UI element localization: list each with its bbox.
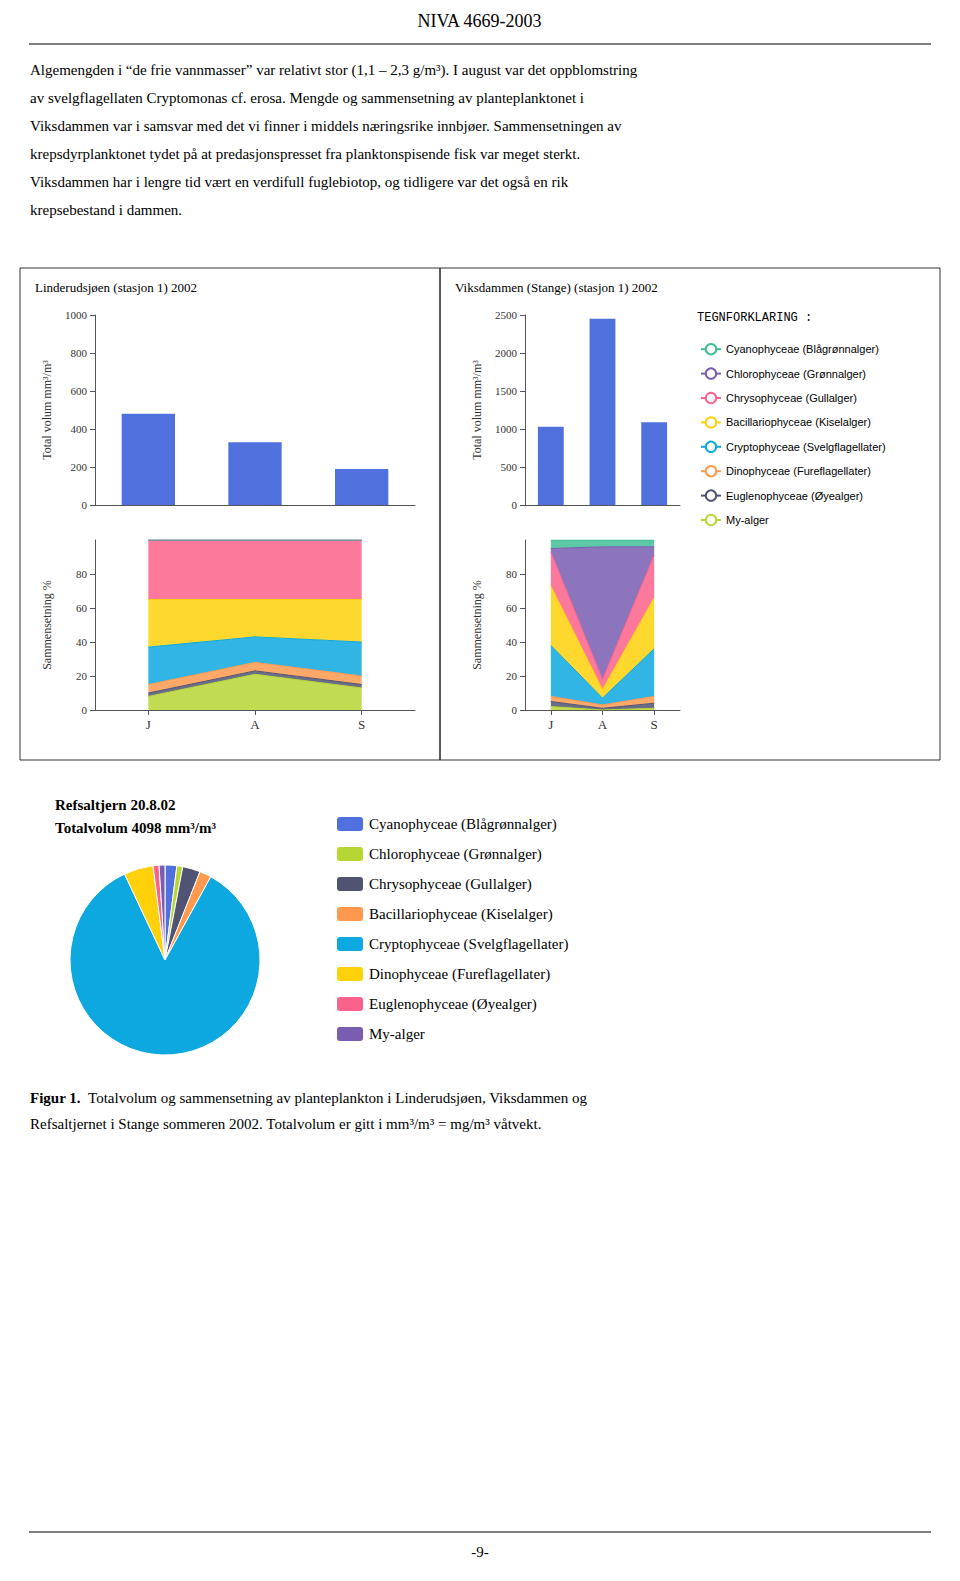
svg-text:Linderudsjøen (stasjon 1) 2002: Linderudsjøen (stasjon 1) 2002: [35, 280, 197, 295]
svg-text:Bacillariophyceae (Kiselalger): Bacillariophyceae (Kiselalger): [726, 416, 871, 428]
svg-text:S: S: [358, 717, 365, 732]
svg-text:Cryptophyceae (Svelgflagellate: Cryptophyceae (Svelgflagellater): [369, 936, 569, 953]
svg-text:2500: 2500: [495, 309, 518, 321]
svg-text:A: A: [250, 717, 260, 732]
svg-text:Dinophyceae (Fureflagellater): Dinophyceae (Fureflagellater): [726, 465, 871, 477]
svg-text:600: 600: [71, 385, 88, 397]
svg-text:Cyanophyceae (Blågrønnalger): Cyanophyceae (Blågrønnalger): [369, 816, 557, 833]
svg-text:krepsebestand i dammen.: krepsebestand i dammen.: [30, 202, 182, 218]
svg-text:0: 0: [82, 704, 88, 716]
svg-text:TEGNFORKLARING :: TEGNFORKLARING :: [697, 311, 812, 325]
svg-text:Refsaltjern 20.8.02: Refsaltjern 20.8.02: [55, 797, 175, 813]
svg-text:Chlorophyceae (Grønnalger): Chlorophyceae (Grønnalger): [726, 368, 866, 380]
svg-text:S: S: [651, 717, 658, 732]
svg-text:0: 0: [82, 499, 88, 511]
svg-text:My-alger: My-alger: [726, 514, 769, 526]
svg-text:Euglenophyceae (Øyealger): Euglenophyceae (Øyealger): [726, 490, 863, 502]
svg-text:80: 80: [506, 568, 518, 580]
svg-text:My-alger: My-alger: [369, 1026, 425, 1042]
svg-text:0: 0: [512, 499, 518, 511]
svg-text:-9-: -9-: [471, 1544, 489, 1560]
svg-text:2000: 2000: [495, 347, 518, 359]
svg-text:Cryptophyceae (Svelgflagellate: Cryptophyceae (Svelgflagellater): [726, 441, 886, 453]
svg-text:Chlorophyceae (Grønnalger): Chlorophyceae (Grønnalger): [369, 846, 542, 863]
svg-text:Dinophyceae (Fureflagellater): Dinophyceae (Fureflagellater): [369, 966, 550, 983]
svg-text:Figur 1.: Figur 1.: [30, 1090, 81, 1106]
svg-text:60: 60: [506, 602, 518, 614]
svg-text:80: 80: [76, 568, 88, 580]
svg-text:40: 40: [506, 636, 518, 648]
svg-text:1000: 1000: [65, 309, 88, 321]
svg-text:Totalvolum og sammensetning av: Totalvolum og sammensetning av plantepla…: [81, 1090, 588, 1106]
svg-text:Refsaltjernet i Stange sommere: Refsaltjernet i Stange sommeren 2002. To…: [30, 1116, 541, 1132]
svg-text:A: A: [598, 717, 608, 732]
svg-text:Chrysophyceae (Gullalger): Chrysophyceae (Gullalger): [369, 876, 532, 893]
svg-text:J: J: [146, 717, 151, 732]
svg-text:800: 800: [71, 347, 88, 359]
svg-text:400: 400: [71, 423, 88, 435]
svg-text:40: 40: [76, 636, 88, 648]
svg-text:Total volum mm³/m³: Total volum mm³/m³: [40, 360, 54, 460]
svg-text:20: 20: [76, 670, 88, 682]
svg-text:1000: 1000: [495, 423, 518, 435]
svg-text:Totalvolum 4098 mm³/m³: Totalvolum 4098 mm³/m³: [55, 820, 216, 836]
svg-text:Chrysophyceae (Gullalger): Chrysophyceae (Gullalger): [726, 392, 857, 404]
svg-text:Algemengden i “de frie vannmas: Algemengden i “de frie vannmasser” var r…: [30, 62, 638, 79]
svg-text:Bacillariophyceae (Kiselalger): Bacillariophyceae (Kiselalger): [369, 906, 553, 923]
svg-text:Sammensetning %: Sammensetning %: [470, 580, 484, 670]
svg-text:Sammensetning %: Sammensetning %: [40, 580, 54, 670]
svg-text:500: 500: [501, 461, 518, 473]
svg-text:av svelgflagellaten Cryptomona: av svelgflagellaten Cryptomonas cf. eros…: [30, 90, 584, 106]
svg-text:Cyanophyceae (Blågrønnalger): Cyanophyceae (Blågrønnalger): [726, 343, 879, 355]
svg-text:20: 20: [506, 670, 518, 682]
svg-text:krepsdyrplanktonet tydet på at: krepsdyrplanktonet tydet på at predasjon…: [30, 146, 580, 162]
svg-text:60: 60: [76, 602, 88, 614]
svg-text:NIVA 4669-2003: NIVA 4669-2003: [417, 11, 541, 31]
svg-text:Total volum mm³/m³: Total volum mm³/m³: [470, 360, 484, 460]
svg-text:Viksdammen var i samsvar med d: Viksdammen var i samsvar med det vi finn…: [30, 118, 622, 134]
svg-text:Viksdammen (Stange) (stasjon 1: Viksdammen (Stange) (stasjon 1) 2002: [455, 280, 658, 295]
svg-text:Viksdammen har i lengre tid væ: Viksdammen har i lengre tid vært en verd…: [30, 174, 569, 190]
svg-text:200: 200: [71, 461, 88, 473]
svg-text:Euglenophyceae (Øyealger): Euglenophyceae (Øyealger): [369, 996, 537, 1013]
svg-text:1500: 1500: [495, 385, 518, 397]
svg-text:0: 0: [512, 704, 518, 716]
svg-text:J: J: [548, 717, 553, 732]
